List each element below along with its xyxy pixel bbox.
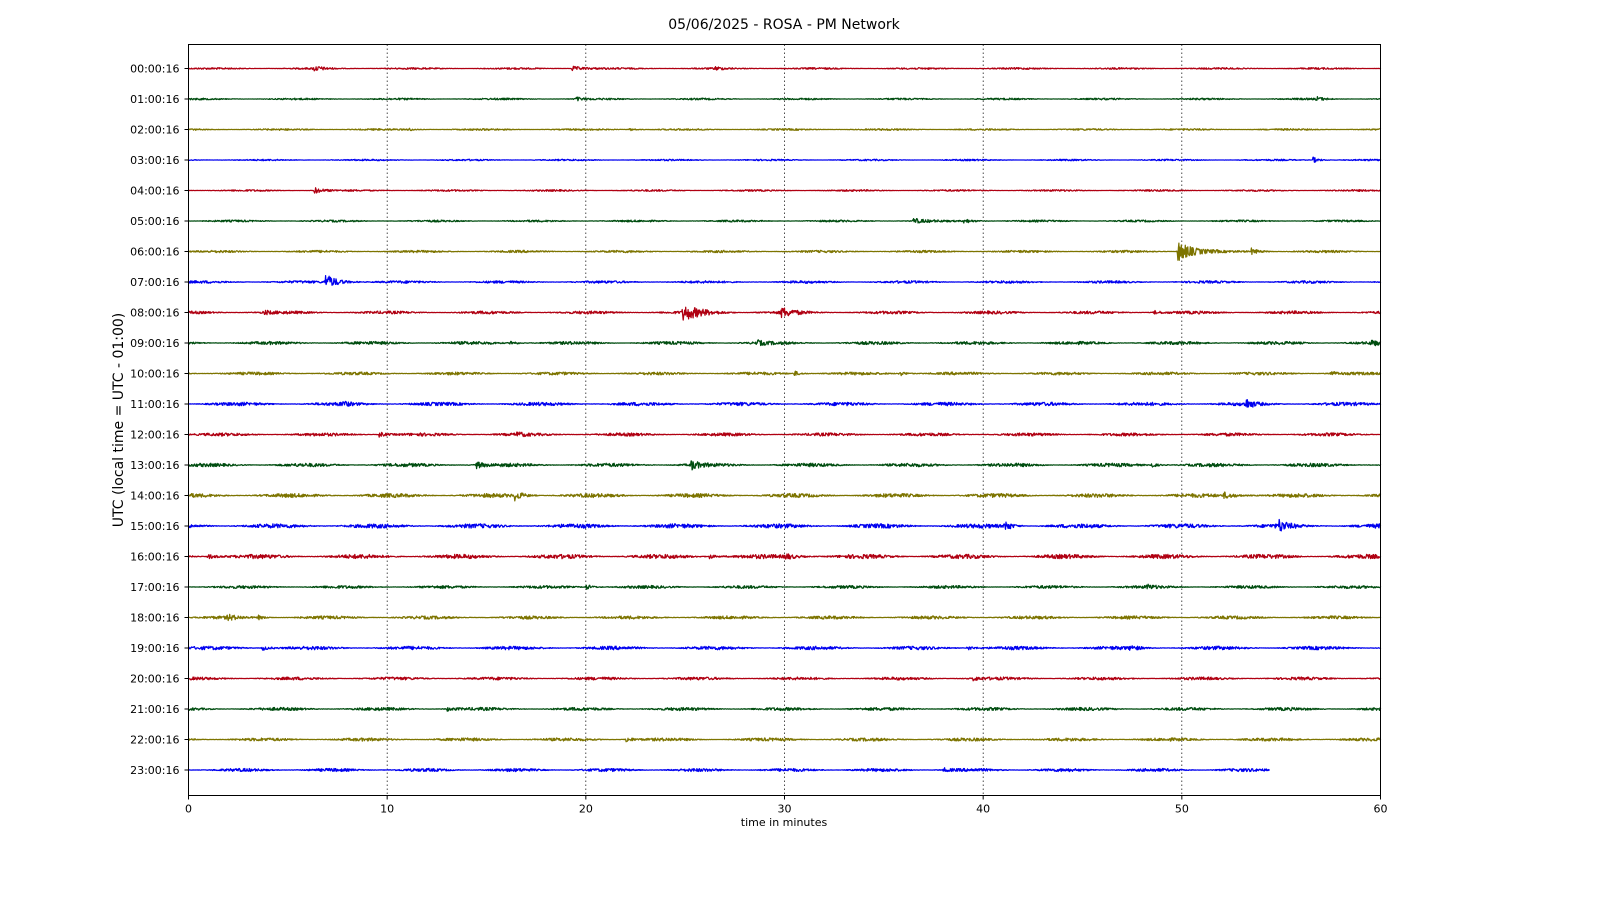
trace-01-00-16 [187,96,1382,102]
x-axis-label: time in minutes [741,816,828,829]
trace-17-00-16 [187,583,1382,590]
y-tick-label-14: 14:00:16 [130,490,179,503]
x-tick-label-4: 40 [976,803,990,816]
trace-00-00-16 [187,65,1382,72]
y-tick-label-6: 06:00:16 [130,246,179,259]
trace-15-00-16 [187,518,1382,532]
y-axis-label: UTC (local time = UTC - 01:00) [111,313,127,528]
x-tick-label-0: 0 [185,803,192,816]
trace-14-00-16 [187,491,1382,502]
y-tick-label-23: 23:00:16 [130,764,179,777]
y-tick-label-22: 22:00:16 [130,734,179,747]
y-tick-label-5: 05:00:16 [130,215,179,228]
trace-11-00-16 [187,399,1382,408]
trace-04-00-16 [187,187,1382,194]
y-tick-label-13: 13:00:16 [130,459,179,472]
trace-07-00-16 [187,275,1382,286]
y-tick-label-19: 19:00:16 [130,642,179,655]
trace-10-00-16 [187,370,1382,377]
trace-09-00-16 [187,339,1382,347]
trace-21-00-16 [187,706,1382,712]
trace-23-00-16 [187,767,1270,773]
trace-19-00-16 [187,645,1382,651]
y-tick-label-21: 21:00:16 [130,703,179,716]
y-tick-label-12: 12:00:16 [130,429,179,442]
y-tick-label-15: 15:00:16 [130,520,179,533]
y-tick-label-2: 02:00:16 [130,124,179,137]
y-tick-label-11: 11:00:16 [130,398,179,411]
trace-05-00-16 [187,217,1382,224]
trace-12-00-16 [187,431,1382,438]
y-tick-label-18: 18:00:16 [130,612,179,625]
plot-frame [188,44,1381,796]
y-tick-label-16: 16:00:16 [130,551,179,564]
x-axis-ticks: 0 10 20 30 40 50 60 [185,795,1388,816]
trace-16-00-16 [187,553,1382,560]
y-tick-label-1: 01:00:16 [130,93,179,106]
y-tick-label-20: 20:00:16 [130,673,179,686]
chart-title: 05/06/2025 - ROSA - PM Network [668,17,900,33]
trace-06-00-16 [187,242,1382,261]
y-tick-label-17: 17:00:16 [130,581,179,594]
y-tick-label-10: 10:00:16 [130,368,179,381]
y-tick-label-8: 08:00:16 [130,307,179,320]
trace-03-00-16 [187,156,1382,163]
trace-08-00-16 [187,306,1382,321]
y-tick-label-3: 03:00:16 [130,154,179,167]
trace-group [187,65,1382,773]
grid-lines [386,44,1183,796]
trace-18-00-16 [187,613,1382,622]
y-axis-ticks: 00:00:16 01:00:16 02:00:16 03:00:16 04:00:16… [130,63,189,777]
x-tick-label-5: 50 [1175,803,1189,816]
y-tick-label-4: 04:00:16 [130,185,179,198]
x-tick-label-2: 20 [579,803,593,816]
x-tick-label-1: 10 [380,803,394,816]
trace-20-00-16 [187,676,1382,682]
y-tick-label-9: 09:00:16 [130,337,179,350]
y-tick-label-7: 07:00:16 [130,276,179,289]
trace-13-00-16 [187,460,1382,471]
x-tick-label-6: 60 [1374,803,1388,816]
y-tick-label-0: 00:00:16 [130,63,179,76]
x-tick-label-3: 30 [778,803,792,816]
trace-02-00-16 [187,127,1382,132]
trace-22-00-16 [187,737,1382,743]
